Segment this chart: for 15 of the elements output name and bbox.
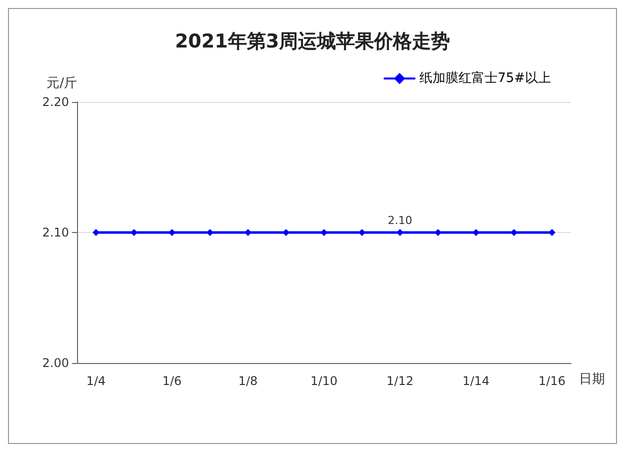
y-tick-label: 2.00	[42, 356, 69, 370]
x-tick-label: 1/6	[162, 374, 182, 388]
x-tick-label: 1/16	[538, 374, 566, 388]
y-axis-title: 元/斤	[46, 76, 77, 91]
legend-label: 纸加膜红富士75#以上	[420, 70, 552, 86]
x-tick-label: 1/12	[386, 374, 414, 388]
y-tick-label: 2.10	[42, 226, 69, 240]
x-axis-title: 日期	[579, 372, 605, 387]
y-tick-label: 2.20	[42, 95, 69, 109]
x-tick-label: 1/8	[238, 374, 258, 388]
annotation: 2.10	[388, 214, 412, 227]
x-tick-label: 1/4	[86, 374, 106, 388]
chart-title: 2021年第3周运城苹果价格走势	[174, 30, 450, 52]
x-tick-label: 1/10	[310, 374, 338, 388]
x-tick-label: 1/14	[462, 374, 490, 388]
